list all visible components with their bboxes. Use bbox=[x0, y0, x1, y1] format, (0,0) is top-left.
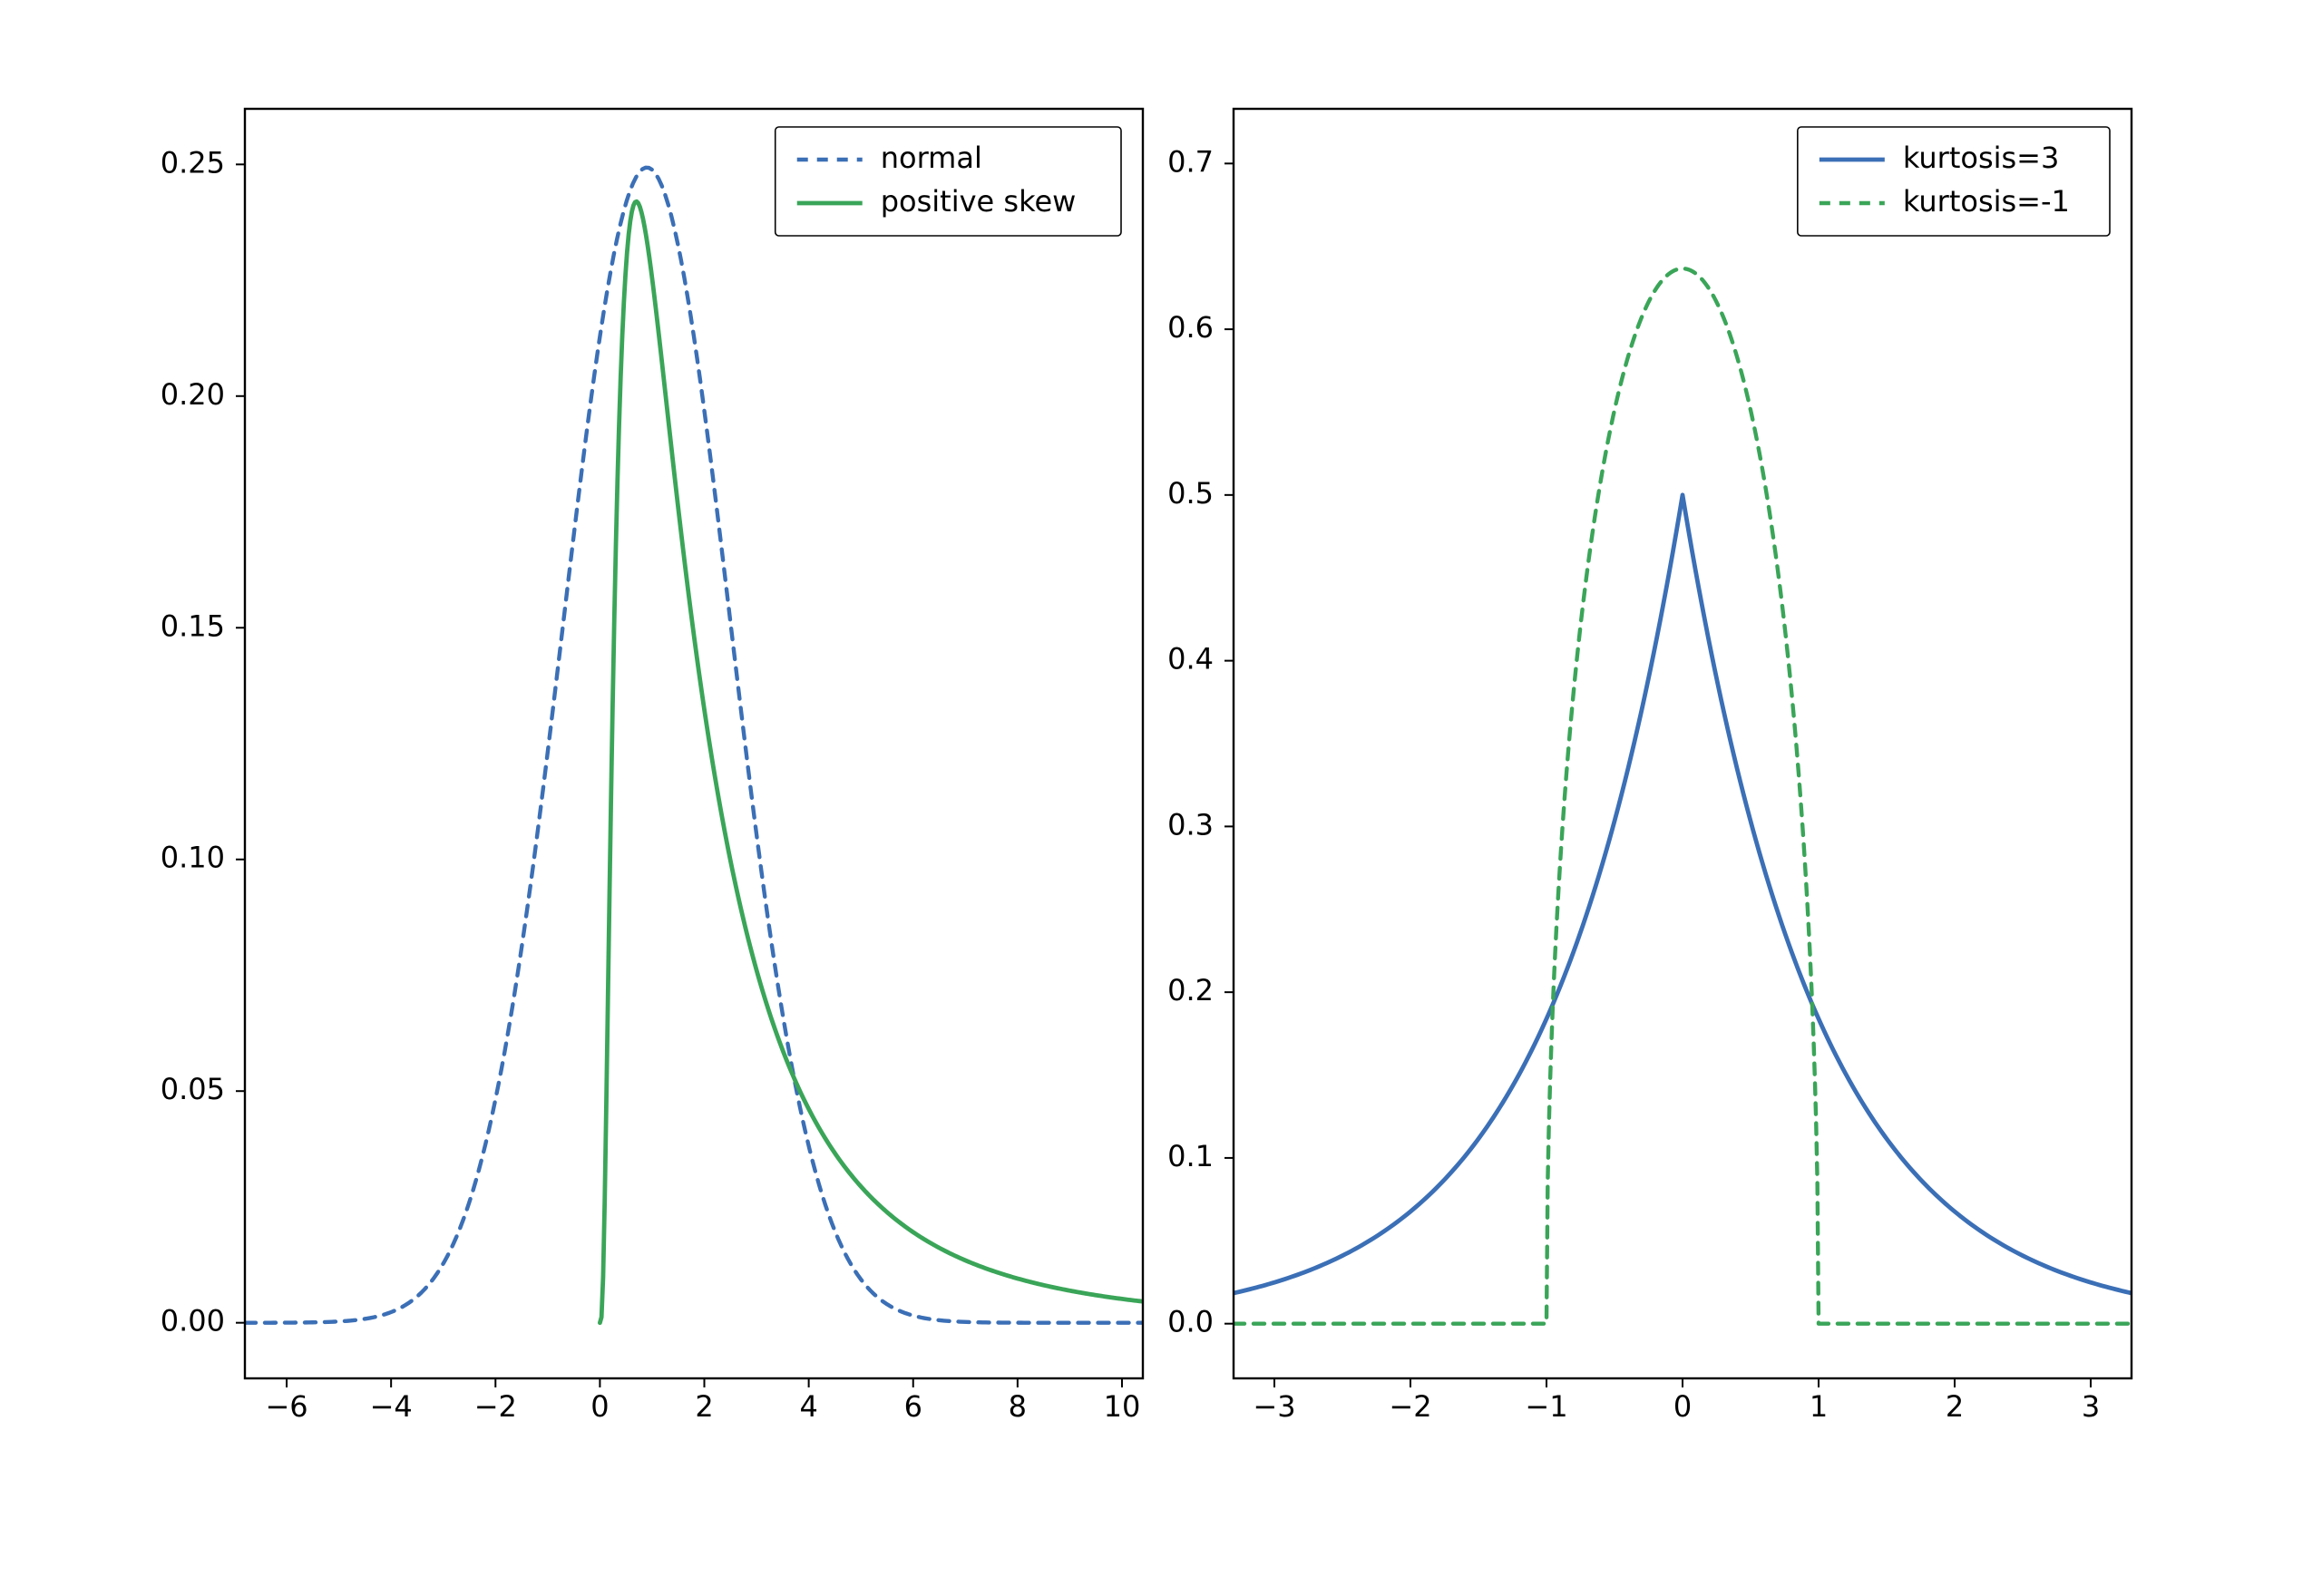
xtick-label-left: −4 bbox=[370, 1389, 413, 1424]
axes-frame-left bbox=[245, 109, 1143, 1378]
ytick-label-left: 0.25 bbox=[161, 145, 225, 180]
ytick-label-left: 0.00 bbox=[161, 1304, 225, 1338]
ytick-label-right: 0.1 bbox=[1167, 1139, 1214, 1173]
xtick-label-left: 10 bbox=[1104, 1389, 1141, 1424]
legend-right: kurtosis=3 kurtosis=-1 bbox=[1798, 127, 2110, 236]
xtick-label-left: 8 bbox=[1009, 1389, 1027, 1424]
xtick-label-left: −2 bbox=[474, 1389, 517, 1424]
series-positive-skew bbox=[600, 201, 1143, 1323]
xtick-label-left: 4 bbox=[799, 1389, 817, 1424]
legend-left: normal positive skew bbox=[776, 127, 1121, 236]
ytick-label-right: 0.7 bbox=[1167, 144, 1214, 179]
xtick-label-right: 1 bbox=[1810, 1389, 1828, 1424]
ytick-label-right: 0.5 bbox=[1167, 476, 1214, 511]
figure-wrap: −6−4−202468100.000.050.100.150.200.25nor… bbox=[0, 0, 2322, 1596]
xtick-label-right: 2 bbox=[1946, 1389, 1964, 1424]
legend-label-kurtosis-3: kurtosis=3 bbox=[1903, 141, 2060, 175]
ytick-label-left: 0.20 bbox=[161, 377, 225, 412]
xtick-label-right: 3 bbox=[2082, 1389, 2100, 1424]
xtick-label-right: −1 bbox=[1525, 1389, 1567, 1424]
legend-label-kurtosis-neg1: kurtosis=-1 bbox=[1903, 184, 2070, 219]
xtick-label-right: −3 bbox=[1253, 1389, 1295, 1424]
xtick-label-left: −6 bbox=[265, 1389, 307, 1424]
panel-left: −6 −4 −2 0 2 4 6 8 10 0.00 0.05 0.10 0.15 0.20 0.25 nor… bbox=[161, 109, 1143, 1424]
xtick-label-left: 6 bbox=[904, 1389, 922, 1424]
xtick-label-right: −2 bbox=[1389, 1389, 1431, 1424]
ytick-label-right: 0.2 bbox=[1167, 973, 1214, 1007]
ytick-label-right: 0.4 bbox=[1167, 642, 1214, 676]
ytick-label-left: 0.05 bbox=[161, 1072, 225, 1106]
ytick-label-right: 0.3 bbox=[1167, 807, 1214, 842]
axes-frame-right bbox=[1234, 109, 2132, 1378]
ytick-label-left: 0.10 bbox=[161, 841, 225, 875]
series-kurtosis-neg1 bbox=[1234, 268, 2132, 1324]
ytick-label-right: 0.6 bbox=[1167, 310, 1214, 345]
panel-right: −3 −2 −1 0 1 2 3 0.0 0.1 0.2 0.3 0.4 0.5 0.6 0.7 kurtos… bbox=[1167, 109, 2132, 1424]
xtick-label-right: 0 bbox=[1673, 1389, 1692, 1424]
xtick-label-left: 2 bbox=[695, 1389, 713, 1424]
legend-label-positive-skew: positive skew bbox=[881, 184, 1077, 219]
ytick-label-left: 0.15 bbox=[161, 608, 225, 643]
xtick-label-left: 0 bbox=[590, 1389, 609, 1424]
series-kurtosis-3 bbox=[1234, 495, 2132, 1293]
figure-svg: −6−4−202468100.000.050.100.150.200.25nor… bbox=[0, 0, 2322, 1596]
legend-label-normal: normal bbox=[881, 141, 982, 175]
ytick-label-right: 0.0 bbox=[1167, 1305, 1214, 1339]
series-normal bbox=[245, 168, 1143, 1323]
